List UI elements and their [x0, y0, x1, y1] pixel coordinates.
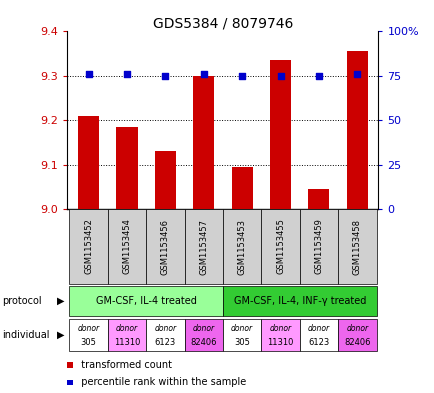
- Text: 6123: 6123: [308, 338, 329, 347]
- Text: GSM1153459: GSM1153459: [314, 219, 323, 274]
- Text: GSM1153457: GSM1153457: [199, 219, 208, 275]
- Text: donor: donor: [115, 324, 138, 333]
- Text: 82406: 82406: [190, 338, 217, 347]
- Text: GM-CSF, IL-4 treated: GM-CSF, IL-4 treated: [95, 296, 196, 306]
- Bar: [222, 286, 376, 316]
- Point: [161, 73, 168, 79]
- Bar: [270, 60, 290, 209]
- Text: GSM1153455: GSM1153455: [276, 219, 284, 274]
- Text: donor: donor: [154, 324, 176, 333]
- Bar: [108, 209, 146, 284]
- Bar: [116, 127, 137, 209]
- Text: 82406: 82406: [343, 338, 370, 347]
- Text: GSM1153453: GSM1153453: [237, 219, 246, 275]
- Text: GM-CSF, IL-4, INF-γ treated: GM-CSF, IL-4, INF-γ treated: [233, 296, 365, 306]
- Text: 11310: 11310: [267, 338, 293, 347]
- Text: individual: individual: [2, 330, 49, 340]
- Bar: [222, 209, 261, 284]
- Text: donor: donor: [345, 324, 368, 333]
- Title: GDS5384 / 8079746: GDS5384 / 8079746: [152, 16, 293, 30]
- Text: GSM1153456: GSM1153456: [161, 219, 169, 275]
- Bar: [231, 167, 252, 209]
- Point: [85, 71, 92, 77]
- Text: donor: donor: [307, 324, 329, 333]
- Bar: [78, 116, 99, 209]
- Bar: [155, 151, 175, 209]
- Bar: [261, 209, 299, 284]
- Text: GSM1153452: GSM1153452: [84, 219, 93, 274]
- Bar: [146, 319, 184, 351]
- Point: [123, 71, 130, 77]
- Point: [200, 71, 207, 77]
- Bar: [261, 319, 299, 351]
- Bar: [299, 319, 337, 351]
- Text: ▶: ▶: [56, 296, 64, 306]
- Bar: [299, 209, 337, 284]
- Bar: [193, 76, 214, 209]
- Text: GSM1153454: GSM1153454: [122, 219, 131, 274]
- Bar: [69, 286, 223, 316]
- Bar: [69, 209, 108, 284]
- Text: percentile rank within the sample: percentile rank within the sample: [75, 377, 246, 387]
- Text: 6123: 6123: [155, 338, 176, 347]
- Bar: [69, 319, 108, 351]
- Bar: [108, 319, 146, 351]
- Text: donor: donor: [269, 324, 291, 333]
- Text: transformed count: transformed count: [75, 360, 171, 370]
- Bar: [222, 319, 261, 351]
- Bar: [184, 319, 223, 351]
- Text: 305: 305: [233, 338, 250, 347]
- Text: donor: donor: [192, 324, 214, 333]
- Text: 11310: 11310: [114, 338, 140, 347]
- Bar: [337, 209, 376, 284]
- Bar: [346, 51, 367, 209]
- Text: 305: 305: [80, 338, 96, 347]
- Text: protocol: protocol: [2, 296, 42, 306]
- Bar: [337, 319, 376, 351]
- Point: [353, 71, 360, 77]
- Text: donor: donor: [230, 324, 253, 333]
- Point: [276, 73, 283, 79]
- Text: ▶: ▶: [56, 330, 64, 340]
- Text: GSM1153458: GSM1153458: [352, 219, 361, 275]
- Bar: [184, 209, 223, 284]
- Point: [315, 73, 322, 79]
- Text: donor: donor: [77, 324, 99, 333]
- Bar: [308, 189, 329, 209]
- Bar: [146, 209, 184, 284]
- Point: [238, 73, 245, 79]
